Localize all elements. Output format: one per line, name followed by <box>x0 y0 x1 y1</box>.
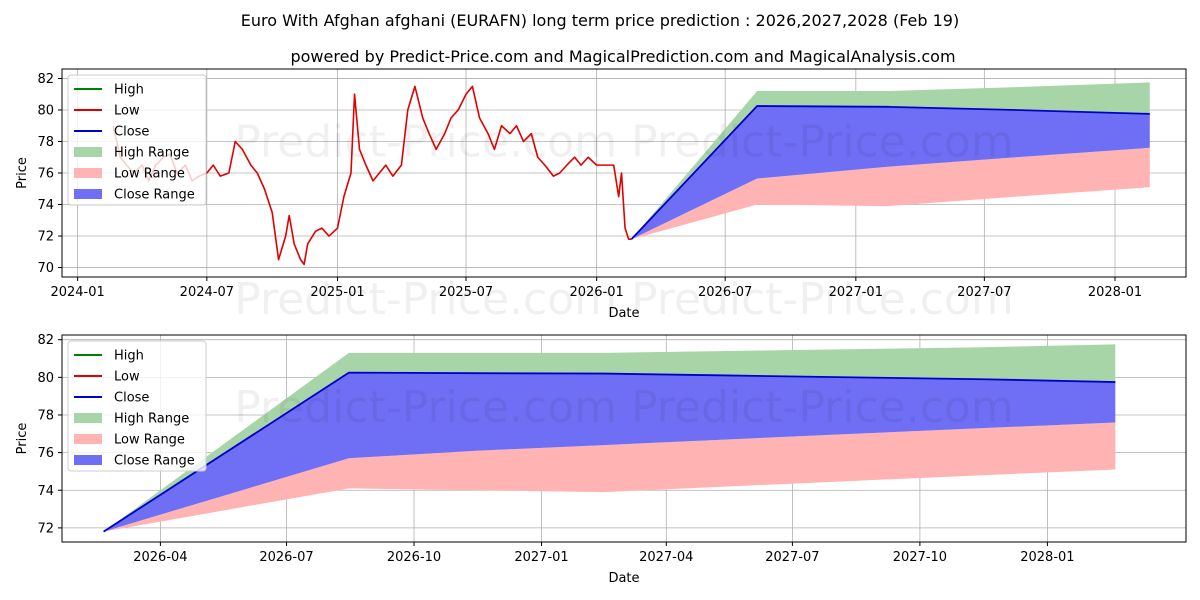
y-tick-label: 82 <box>37 72 54 87</box>
x-tick-label: 2026-01 <box>569 285 623 300</box>
legend-swatch <box>74 434 102 444</box>
legend-label: Close <box>114 125 149 140</box>
chart-subtitle: powered by Predict-Price.com and Magical… <box>290 47 955 66</box>
legend-swatch <box>74 147 102 157</box>
watermark: Predict-Price.com Predict-Price.com <box>234 274 1013 325</box>
legend-label: Low <box>114 370 140 385</box>
y-tick-label: 72 <box>37 230 54 245</box>
legend-label: Low Range <box>114 433 185 448</box>
y-tick-label: 78 <box>37 408 54 423</box>
legend-label: Close Range <box>114 188 195 203</box>
y-tick-label: 76 <box>37 167 54 182</box>
close-forecast-line <box>630 105 1150 240</box>
low-range-band <box>103 422 1116 532</box>
x-tick-label: 2026-10 <box>387 550 441 565</box>
legend-swatch <box>74 189 102 199</box>
y-tick-label: 80 <box>37 103 54 118</box>
legend-label: High Range <box>114 412 189 427</box>
y-tick-label: 78 <box>37 135 54 150</box>
x-tick-label: 2025-07 <box>439 285 493 300</box>
close-range-band <box>103 372 1116 532</box>
y-tick-label: 76 <box>37 446 54 461</box>
x-tick-label: 2027-07 <box>765 550 819 565</box>
x-tick-label: 2027-04 <box>639 550 693 565</box>
close-range-band <box>631 106 1150 240</box>
x-tick-label: 2024-07 <box>180 285 234 300</box>
plot-frame <box>61 334 1187 543</box>
legend-label: High <box>114 349 144 364</box>
legend-swatch <box>74 413 102 423</box>
x-tick-label: 2027-01 <box>829 285 883 300</box>
chart-title: Euro With Afghan afghani (EURAFN) long t… <box>241 11 959 30</box>
y-axis-label: Price <box>15 423 30 455</box>
y-tick-label: 72 <box>37 521 54 536</box>
x-tick-label: 2028-01 <box>1088 285 1142 300</box>
legend-label: Low Range <box>114 167 185 182</box>
legend-label: High Range <box>114 146 189 161</box>
x-tick-label: 2026-07 <box>698 285 752 300</box>
x-axis-label: Date <box>608 306 639 321</box>
legend: High Low Close High Range Low Range Close Ran… <box>67 340 207 472</box>
high-range-band <box>103 344 1116 532</box>
legend-swatch <box>74 168 102 178</box>
low-range-band <box>631 147 1150 240</box>
bottom-chart-panel: Predict-Price.com Predict-Price.com 2026-… <box>15 333 1187 586</box>
top-chart-panel: Predict-Price.com Predict-Price.comPredi… <box>15 68 1187 325</box>
x-tick-label: 2027-01 <box>514 550 568 565</box>
x-tick-label: 2026-07 <box>259 550 313 565</box>
y-tick-label: 74 <box>37 198 54 213</box>
legend-box <box>67 74 207 206</box>
x-tick-label: 2027-07 <box>957 285 1011 300</box>
y-tick-label: 74 <box>37 484 54 499</box>
legend-label: Close <box>114 391 149 406</box>
y-tick-label: 80 <box>37 371 54 386</box>
low-history-line <box>112 85 632 266</box>
watermark: Predict-Price.com Predict-Price.com <box>234 382 1013 433</box>
x-tick-label: 2024-01 <box>50 285 104 300</box>
y-tick-label: 82 <box>37 333 54 348</box>
x-tick-label: 2026-04 <box>133 550 187 565</box>
high-range-band <box>631 82 1150 240</box>
y-tick-label: 70 <box>37 261 54 276</box>
legend-box <box>67 340 207 472</box>
legend-label: Close Range <box>114 454 195 469</box>
legend-label: High <box>114 83 144 98</box>
x-tick-label: 2027-10 <box>893 550 947 565</box>
x-axis-label: Date <box>608 571 639 586</box>
legend-swatch <box>74 455 102 465</box>
close-forecast-line <box>103 371 1116 533</box>
x-tick-label: 2025-01 <box>310 285 364 300</box>
legend-label: Low <box>114 104 140 119</box>
legend: High Low Close High Range Low Range Close Ran… <box>67 74 207 206</box>
y-axis-label: Price <box>15 157 30 189</box>
x-tick-label: 2028-01 <box>1020 550 1074 565</box>
